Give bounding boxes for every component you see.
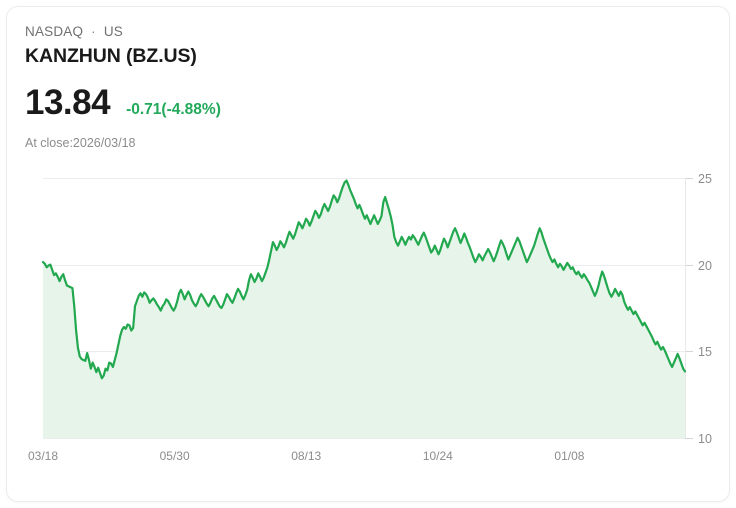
stock-quote-card: NASDAQ · US KANZHUN (BZ.US) 13.84 -0.71(… [6, 6, 730, 502]
market-status-note: At close:2026/03/18 [25, 136, 136, 150]
x-axis-label-01-08: 01/08 [554, 449, 584, 463]
y-axis-label-20: 20 [698, 259, 712, 273]
y-axis-label-25: 25 [698, 172, 712, 186]
price-area-path [43, 180, 685, 438]
price-line-path [41, 179, 687, 380]
current-price: 13.84 [25, 83, 111, 122]
exchange-name: NASDAQ [25, 24, 84, 39]
exchange-region: US [103, 24, 123, 39]
x-axis-label-10-24: 10/24 [423, 449, 453, 463]
price-change: -0.71(-4.88%) [126, 101, 221, 118]
x-axis-label-05-30: 05/30 [160, 449, 190, 463]
grid-lines [43, 178, 693, 439]
quote-row: 13.84 -0.71(-4.88%) [25, 83, 625, 123]
x-axis-label-03-18: 03/18 [28, 449, 58, 463]
price-area-fill [43, 180, 685, 438]
page-title: KANZHUN (BZ.US) [25, 45, 197, 67]
exchange-row: NASDAQ · US [25, 23, 625, 41]
y-axis-label-10: 10 [698, 432, 712, 446]
x-axis-label-08-13: 08/13 [291, 449, 321, 463]
quote-header: NASDAQ · US KANZHUN (BZ.US) 13.84 -0.71(… [25, 23, 625, 151]
x-axis-labels: 03/18 05/30 08/13 10/24 01/08 [28, 449, 585, 463]
price-line [41, 179, 687, 380]
y-axis-label-15: 15 [698, 345, 712, 359]
exchange-separator: · [91, 24, 96, 39]
y-axis-labels: 25 20 15 10 [698, 172, 712, 446]
